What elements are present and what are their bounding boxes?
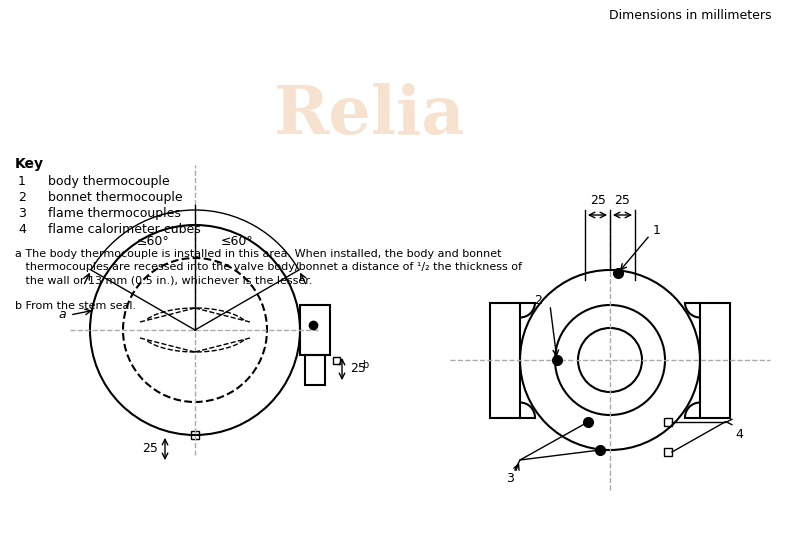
- Text: ≤60°: ≤60°: [220, 234, 253, 247]
- Bar: [300, 305, 330, 355]
- Text: 2: 2: [18, 191, 26, 204]
- Text: 2: 2: [534, 294, 542, 306]
- Text: a: a: [58, 308, 66, 322]
- Text: 1: 1: [18, 175, 26, 188]
- Text: Key: Key: [15, 157, 44, 171]
- Bar: [664, 448, 672, 456]
- Text: 25: 25: [350, 362, 366, 376]
- Bar: [490, 302, 520, 417]
- Text: ≤60°: ≤60°: [136, 234, 169, 247]
- Text: 1: 1: [653, 223, 661, 237]
- Text: b From the stem seal.: b From the stem seal.: [15, 301, 136, 311]
- Text: Relia: Relia: [274, 82, 466, 148]
- Text: 25: 25: [590, 194, 606, 207]
- Text: a The body thermocouple is installed in this area. When installed, the body and : a The body thermocouple is installed in …: [15, 249, 522, 286]
- Text: flame thermocouples: flame thermocouples: [48, 207, 181, 220]
- Text: 25: 25: [614, 194, 630, 207]
- Text: 3: 3: [18, 207, 26, 220]
- Bar: [333, 356, 340, 364]
- Text: body thermocouple: body thermocouple: [48, 175, 169, 188]
- Text: 4: 4: [18, 223, 26, 236]
- Bar: [305, 355, 325, 385]
- Text: 25: 25: [142, 443, 158, 456]
- Bar: [700, 302, 730, 417]
- Text: b: b: [362, 360, 368, 370]
- Text: flame calorimeter cubes: flame calorimeter cubes: [48, 223, 201, 236]
- Bar: [664, 418, 672, 426]
- Bar: [191, 431, 199, 439]
- Text: Dimensions in millimeters: Dimensions in millimeters: [608, 9, 771, 21]
- Text: 4: 4: [735, 428, 743, 441]
- Text: 3: 3: [506, 471, 514, 485]
- Text: bonnet thermocouple: bonnet thermocouple: [48, 191, 182, 204]
